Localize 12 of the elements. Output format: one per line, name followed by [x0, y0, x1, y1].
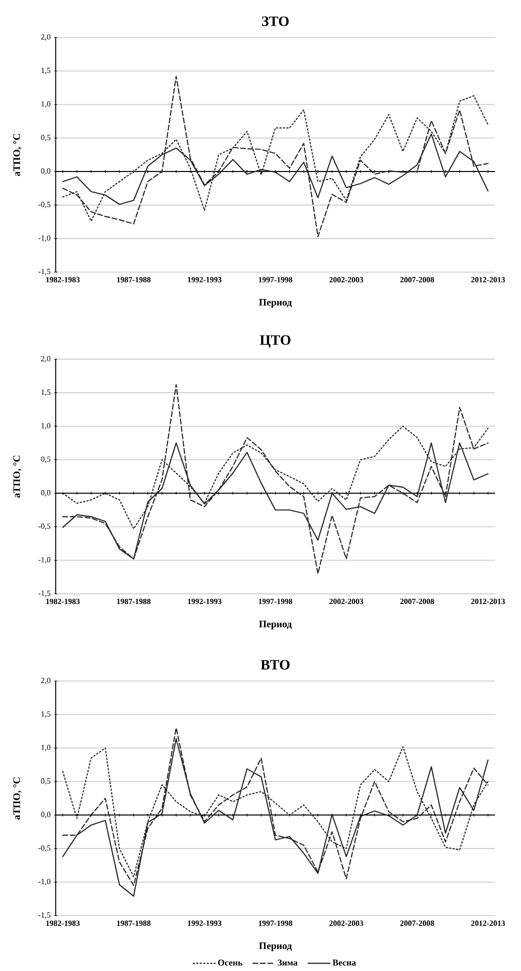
chart-title: ЗТО	[262, 16, 289, 26]
chart-title: ЦТО	[260, 335, 290, 348]
x-axis-title: Период	[259, 299, 292, 308]
chart-title: ВТО	[260, 660, 290, 670]
y-axis-title: аТПО, °С	[13, 456, 22, 498]
legend-label: Зима	[278, 960, 298, 966]
legend-label: Осень	[218, 960, 242, 966]
y-axis-title: аТПО, °С	[13, 778, 22, 820]
x-axis-title: Период	[259, 942, 292, 952]
y-axis-title: аТПО, °С	[13, 134, 22, 176]
x-axis-title: Период	[259, 620, 292, 630]
legend-label: Весна	[332, 960, 356, 966]
